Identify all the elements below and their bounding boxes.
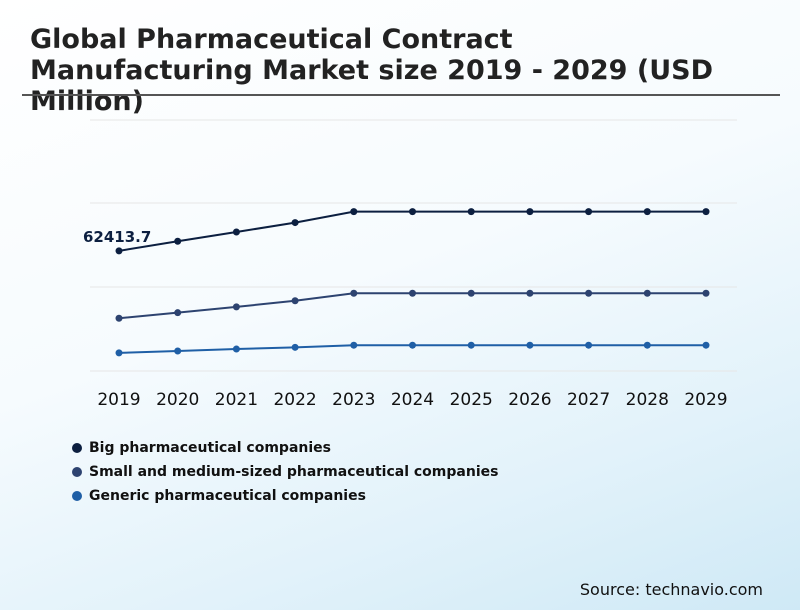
chart-title: Global Pharmaceutical Contract Manufactu… <box>30 24 713 117</box>
data-label-0: 62413.7 <box>83 228 151 246</box>
legend-item-2: Generic pharmaceutical companies <box>72 484 498 508</box>
data-point-s1-2021 <box>232 303 240 311</box>
series-line-1 <box>118 292 706 320</box>
data-point-s1-2024 <box>409 289 416 297</box>
data-point-s0-2024 <box>409 208 416 216</box>
x-tick-label-2027: 2027 <box>567 390 610 410</box>
data-point-s2-2028 <box>643 341 651 349</box>
data-point-s1-2023 <box>350 289 358 297</box>
data-point-s0-2019 <box>115 247 123 255</box>
legend-label: Generic pharmaceutical companies <box>89 488 366 504</box>
line-chart: 2019 2020 2021 2022 2023 2024 2025 2026 2027 2028… <box>83 119 737 410</box>
data-point-s2-2027 <box>585 341 593 349</box>
source-credit: Source: technavio.com <box>579 580 763 599</box>
data-point-s0-2029 <box>702 208 710 216</box>
data-point-s2-2020 <box>174 347 182 355</box>
legend-label: Small and medium-sized pharmaceutical co… <box>89 464 499 480</box>
legend-label: Big pharmaceutical companies <box>89 440 331 456</box>
x-tick-label-2024: 2024 <box>391 390 434 410</box>
legend-item-0: Big pharmaceutical companies <box>72 436 498 460</box>
data-point-s2-2026 <box>526 341 534 349</box>
series-line-0 <box>118 210 706 252</box>
data-point-s2-2023 <box>350 341 358 349</box>
data-point-s1-2025 <box>467 289 475 297</box>
legend-dot-icon <box>72 467 82 477</box>
x-tick-label-2019: 2019 <box>97 390 140 410</box>
x-tick-label-2028: 2028 <box>626 390 669 410</box>
data-point-s1-2026 <box>526 289 534 297</box>
data-point-s2-2029 <box>702 341 710 349</box>
x-tick-label-2029: 2029 <box>684 390 727 410</box>
data-point-s0-2022 <box>291 219 299 227</box>
data-point-s0-2020 <box>174 237 182 245</box>
x-tick-label-2025: 2025 <box>450 390 493 410</box>
data-point-s2-2025 <box>467 341 475 349</box>
legend-item-1: Small and medium-sized pharmaceutical co… <box>72 460 498 484</box>
data-point-s0-2021 <box>232 228 240 236</box>
data-point-s0-2025 <box>467 208 475 216</box>
data-point-s2-2024 <box>409 341 416 349</box>
data-point-s2-2021 <box>232 345 240 353</box>
data-point-s1-2020 <box>174 309 182 317</box>
legend-dot-icon <box>72 491 82 501</box>
x-tick-label-2023: 2023 <box>332 390 375 410</box>
x-tick-label-2022: 2022 <box>273 390 316 410</box>
legend-dot-icon <box>72 443 82 453</box>
chart-legend: Big pharmaceutical companies Small and me… <box>72 436 498 508</box>
x-tick-label-2020: 2020 <box>156 390 199 410</box>
data-point-s2-2019 <box>115 349 123 357</box>
data-point-s0-2026 <box>526 208 534 216</box>
data-point-s1-2019 <box>115 314 123 322</box>
data-point-s1-2029 <box>702 289 710 297</box>
x-tick-label-2026: 2026 <box>508 390 551 410</box>
data-point-s2-2022 <box>291 343 299 351</box>
title-divider <box>22 94 780 96</box>
data-point-s0-2023 <box>350 208 358 216</box>
data-point-s0-2027 <box>585 208 593 216</box>
data-point-s1-2027 <box>585 289 593 297</box>
x-tick-label-2021: 2021 <box>215 390 258 410</box>
data-point-s1-2028 <box>643 289 651 297</box>
data-point-s1-2022 <box>291 297 299 305</box>
data-point-s0-2028 <box>643 208 651 216</box>
